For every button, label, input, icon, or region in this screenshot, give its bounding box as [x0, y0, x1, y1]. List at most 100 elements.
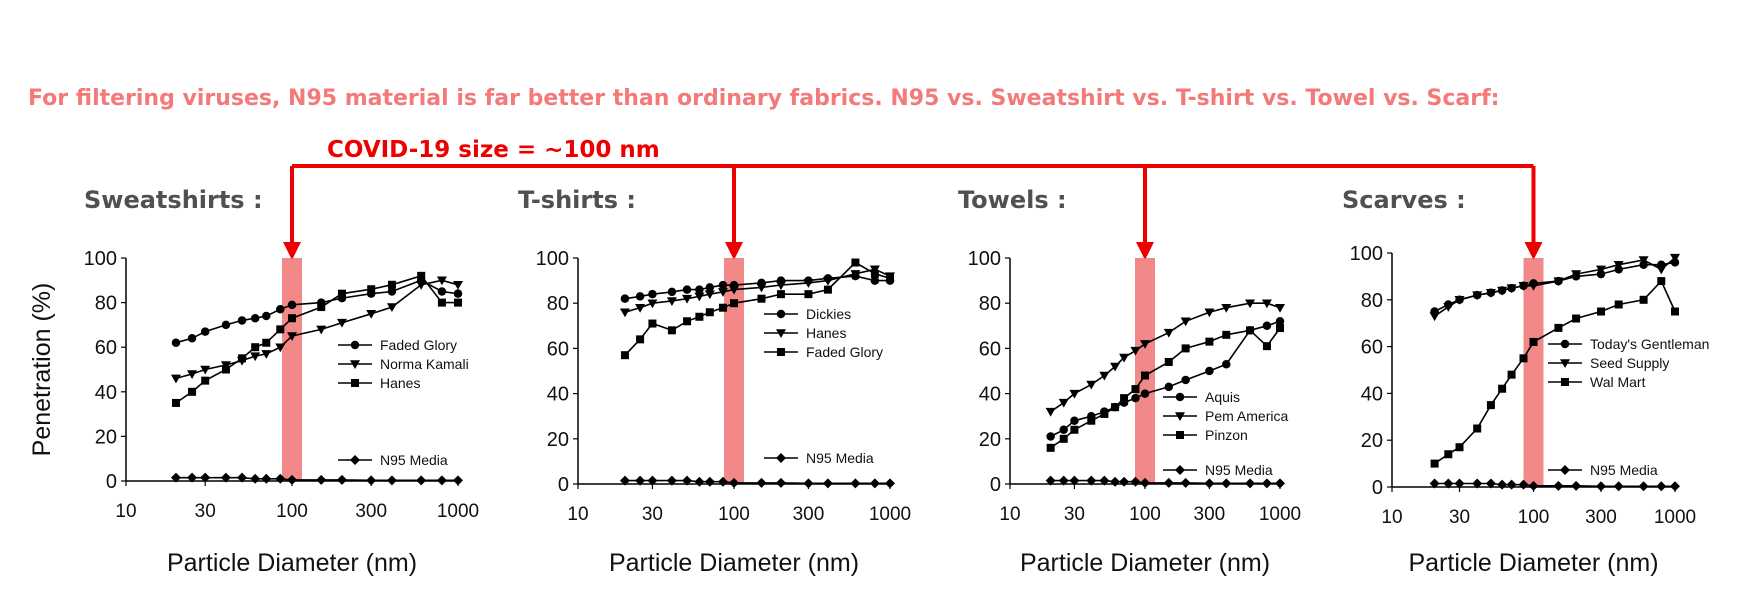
y-tick-label: 100 [84, 248, 117, 270]
data-point [416, 475, 427, 486]
data-point [1140, 340, 1150, 349]
data-point [775, 477, 786, 488]
data-point [436, 276, 447, 286]
data-point [619, 308, 630, 318]
data-point [1638, 256, 1649, 266]
data-point [850, 478, 861, 489]
data-point [386, 303, 397, 313]
x-tick-label: 100 [718, 504, 750, 525]
data-point [317, 303, 326, 312]
data-point [171, 398, 180, 407]
data-point [1275, 317, 1285, 326]
data-point [705, 283, 715, 292]
data-point [1443, 303, 1454, 312]
covid-size-connector [283, 164, 1543, 260]
data-point [851, 258, 860, 267]
data-point [695, 285, 704, 294]
data-point [1130, 476, 1141, 487]
series-line [1434, 261, 1676, 313]
data-point [1614, 300, 1623, 309]
y-axis-label: Penetration (%) [28, 283, 56, 457]
data-point [287, 300, 297, 310]
data-point [366, 475, 377, 486]
data-point [337, 289, 346, 298]
legend-marker [1175, 392, 1185, 402]
series-line [1434, 257, 1676, 317]
data-point [667, 287, 677, 297]
legend-marker [1560, 339, 1570, 349]
x-tick-label: 1000 [1654, 507, 1696, 528]
data-point [250, 313, 260, 323]
data-point [705, 308, 714, 317]
series [1430, 277, 1679, 468]
data-point [803, 279, 814, 288]
y-tick-label: 60 [979, 338, 1001, 360]
data-point [187, 370, 198, 379]
data-point [1164, 357, 1173, 366]
legend-label: Faded Glory [380, 337, 457, 353]
x-tick-label: 30 [195, 501, 216, 522]
data-point [1473, 424, 1482, 433]
data-point [730, 299, 738, 308]
data-point [1275, 303, 1285, 313]
x-tick-label: 300 [793, 504, 825, 525]
data-point [453, 475, 463, 486]
data-point [1262, 321, 1272, 331]
legend-label: Norma Kamali [380, 356, 469, 372]
data-point [200, 365, 211, 375]
legend-label: N95 Media [806, 450, 874, 466]
data-point [171, 338, 181, 347]
x-tick-label: 30 [1064, 504, 1085, 525]
data-point [1069, 389, 1080, 399]
legend-label: N95 Media [380, 452, 448, 468]
series-line [625, 479, 890, 485]
data-point [453, 289, 463, 298]
data-point [682, 475, 693, 486]
legend-marker [350, 340, 360, 350]
series-line [1050, 327, 1281, 449]
data-point [1059, 425, 1068, 435]
data-point [1276, 324, 1284, 333]
data-point [1070, 416, 1079, 425]
legend-marker [1561, 378, 1569, 386]
data-point [1205, 337, 1214, 346]
data-point [620, 351, 629, 360]
data-point [757, 294, 766, 303]
data-point [437, 298, 446, 307]
data-point [366, 310, 377, 319]
data-point [1657, 277, 1666, 286]
y-tick-label: 0 [990, 474, 1001, 496]
series [1046, 324, 1284, 452]
data-point [1058, 475, 1069, 486]
data-point [1444, 450, 1453, 459]
data-point [1639, 295, 1648, 304]
legend-label: Today's Gentleman [1590, 336, 1709, 352]
data-point [1572, 314, 1581, 323]
data-point [437, 287, 447, 296]
legend-marker [776, 453, 786, 463]
y-tick-label: 100 [536, 248, 569, 270]
y-tick-label: 0 [1372, 477, 1383, 499]
legend: Dickies Hanes Faded Glory N95 Media [764, 306, 883, 466]
x-axis-label: Particle Diameter (nm) [167, 549, 417, 577]
data-point [620, 294, 630, 303]
data-point [367, 285, 376, 294]
x-tick-label: 1000 [437, 501, 479, 522]
data-point [1443, 478, 1454, 489]
data-point [1529, 337, 1538, 346]
data-point [221, 365, 230, 374]
data-point [1110, 362, 1121, 372]
data-point [170, 472, 181, 483]
data-point [1613, 260, 1624, 270]
covid-size-band [1523, 258, 1544, 487]
data-point [200, 472, 211, 483]
arrow-head [1136, 242, 1154, 260]
series [170, 472, 463, 486]
data-point [1498, 384, 1507, 393]
data-point [1497, 479, 1508, 490]
data-point [1046, 443, 1055, 452]
data-point [635, 303, 646, 313]
x-tick-label: 100 [276, 501, 308, 522]
data-point [803, 478, 814, 489]
legend-marker [776, 309, 786, 319]
